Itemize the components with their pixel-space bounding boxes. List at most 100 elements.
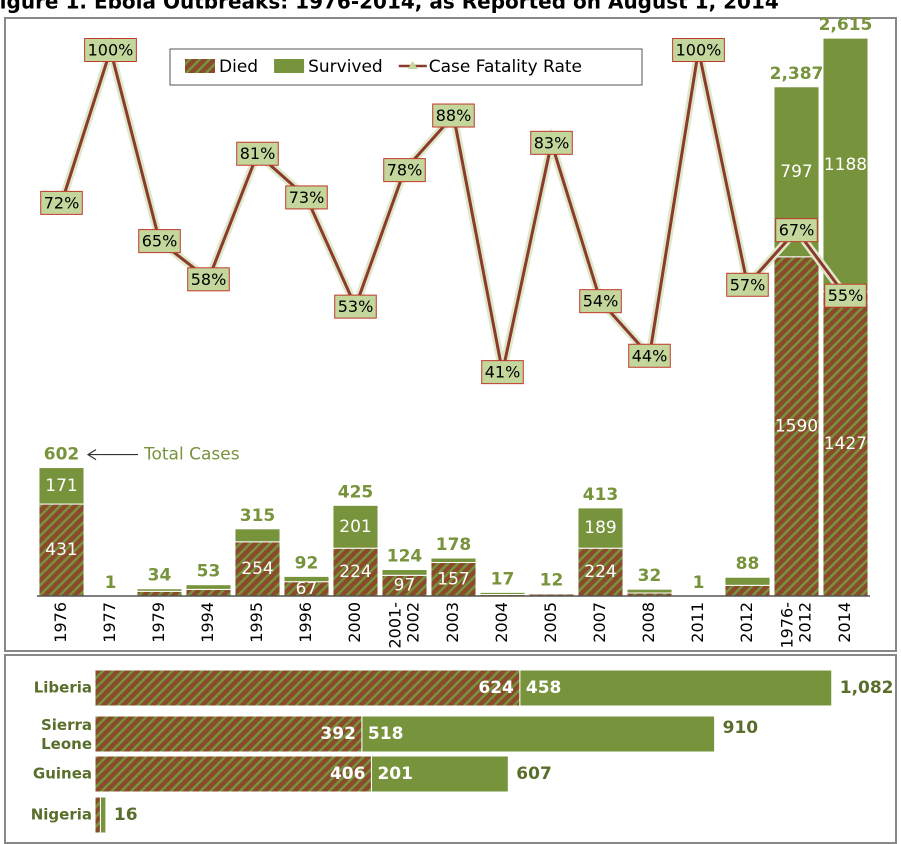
bar-died: [94, 796, 101, 834]
data-label: 518: [368, 724, 404, 744]
bar-survived: [136, 588, 183, 592]
data-label: 1427: [824, 434, 867, 454]
y-tick-label: Nigeria: [31, 806, 92, 824]
cfr-box: [285, 185, 328, 210]
cfr-label: 58%: [191, 270, 227, 289]
data-label: 189: [584, 518, 616, 538]
total-label: 1,082: [840, 678, 894, 698]
data-label: 458: [526, 678, 562, 698]
annotation-arrowhead: [86, 449, 97, 461]
cfr-label: 78%: [387, 161, 423, 180]
x-tick-label: 2007: [590, 602, 609, 643]
data-label: 224: [584, 562, 616, 582]
cfr-line: [57, 35, 849, 373]
y-tick-label-line: Leone: [41, 735, 92, 753]
data-label: 254: [241, 559, 273, 579]
data-label: 201: [339, 517, 371, 537]
data-label: 624: [478, 678, 514, 698]
total-label: 910: [723, 718, 759, 738]
cfr-label: 100%: [88, 41, 134, 60]
cfr-label: 73%: [289, 188, 325, 207]
total-label: 602: [44, 445, 80, 465]
cfr-box: [383, 158, 426, 183]
bar-survived: [283, 575, 330, 583]
x-tick-label: 2001-2002: [385, 602, 422, 649]
annotation: Total Cases: [143, 445, 240, 465]
cfr-box: [481, 360, 524, 385]
legend-marker: [407, 61, 418, 69]
cfr-label: 41%: [485, 363, 521, 382]
total-label: 17: [491, 569, 515, 589]
cfr-box: [628, 343, 671, 368]
x-tick-label-line: 2001-: [385, 602, 404, 649]
bar-died: [185, 588, 232, 597]
data-label: 201: [377, 764, 413, 784]
cfr-box: [187, 267, 230, 292]
cfr-label: 54%: [583, 292, 619, 311]
bar-survived: [370, 755, 509, 793]
bar-survived: [430, 557, 477, 564]
bar-survived: [577, 507, 624, 549]
x-tick-label: 1994: [198, 602, 217, 643]
data-label: 97: [394, 576, 416, 596]
total-label: 124: [387, 547, 423, 567]
cfr-label: 55%: [828, 286, 864, 305]
data-label: 67: [296, 579, 318, 599]
cfr-box: [775, 218, 818, 243]
total-label: 2,615: [819, 15, 873, 35]
total-label: 34: [148, 566, 172, 586]
y-tick-label: Sierra Leone: [41, 716, 92, 753]
bar-survived: [479, 591, 526, 596]
bar-survived: [234, 528, 281, 543]
bar-survived: [519, 669, 833, 707]
x-tick-label: 1977: [100, 602, 119, 643]
bottom-panel: [4, 654, 897, 844]
bar-survived: [99, 796, 107, 834]
bar-died: [577, 547, 624, 597]
total-label: 315: [240, 506, 276, 526]
x-tick-label: 1979: [149, 602, 168, 643]
bar-survived: [361, 715, 716, 753]
total-label: 413: [583, 485, 619, 505]
bar-died: [38, 503, 85, 597]
bar-survived: [38, 467, 85, 505]
bar-survived: [724, 576, 771, 586]
total-label: 16: [114, 805, 138, 825]
bar-died: [773, 256, 820, 597]
cfr-label: 83%: [534, 133, 570, 152]
total-label: 92: [295, 553, 319, 573]
cfr-label: 81%: [240, 144, 276, 163]
data-label: 431: [45, 540, 77, 560]
legend-swatch: [274, 59, 305, 73]
total-label: 425: [338, 482, 374, 502]
x-tick-label-line: 1976-: [777, 602, 796, 649]
total-label: 607: [516, 764, 552, 784]
x-tick-label: 1995: [247, 602, 266, 643]
total-label: 1: [105, 573, 117, 593]
top-panel: [4, 17, 897, 652]
cfr-label: 67%: [779, 221, 815, 240]
total-label: 1: [693, 573, 705, 593]
bar-died: [94, 669, 521, 707]
x-tick-label: 1996: [296, 602, 315, 643]
x-tick-label: 2011: [688, 602, 707, 643]
cfr-label: 53%: [338, 297, 374, 316]
cfr-box: [84, 38, 137, 62]
cfr-box: [579, 289, 622, 314]
x-tick-label: 2014: [835, 602, 854, 643]
x-tick-label: 2000: [345, 602, 364, 643]
total-label: 178: [436, 535, 472, 555]
legend-swatch: [185, 59, 215, 73]
bar-survived: [381, 569, 428, 576]
total-label: 12: [540, 570, 564, 590]
total-label: 32: [638, 566, 662, 586]
data-label: 406: [330, 764, 366, 784]
chart-title: Figure 1. Ebola Outbreaks: 1976-2014, as…: [0, 0, 779, 14]
x-tick-label: 2005: [541, 602, 560, 643]
bar-survived: [626, 588, 673, 594]
data-label: 797: [780, 162, 812, 182]
bar-survived: [332, 504, 379, 549]
total-label: 88: [736, 554, 760, 574]
total-label: 2,387: [770, 64, 824, 84]
